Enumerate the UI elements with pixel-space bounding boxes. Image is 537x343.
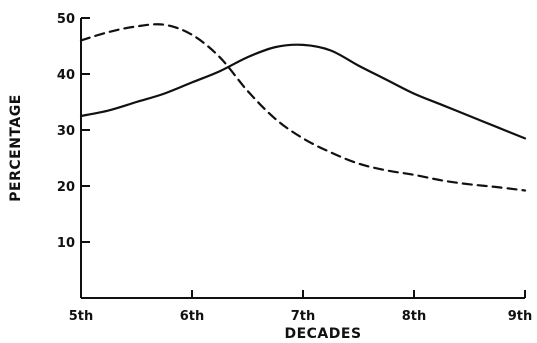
x-tick-label: 5th [69,309,94,324]
x-tick-label: 8th [402,309,427,324]
y-tick-label: 50 [57,12,75,27]
axes [80,18,525,299]
y-tick-label: 30 [57,124,75,139]
y-axis-label: PERCENTAGE [8,94,24,202]
y-ticks: 10 20 30 40 50 [57,12,90,251]
y-tick-label: 10 [57,236,75,251]
y-tick-label: 20 [57,180,75,195]
x-ticks: 5th 6th 7th 8th 9th [69,290,533,324]
solid-series-line [79,43,527,140]
x-tick-label: 7th [291,309,316,324]
y-tick-label: 40 [57,68,75,83]
x-axis-label: DECADES [284,326,361,342]
dashed-series-line [79,23,527,192]
x-tick-label: 6th [180,309,205,324]
series-layer [79,23,527,192]
x-tick-label: 9th [508,309,533,324]
